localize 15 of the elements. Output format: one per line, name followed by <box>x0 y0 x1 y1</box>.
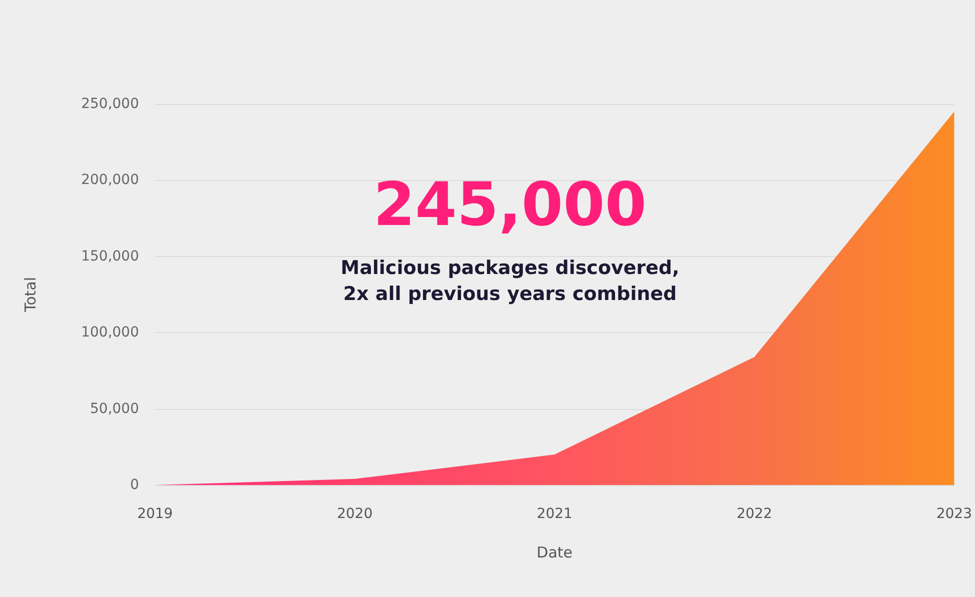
annotation: 245,000 <box>373 170 647 240</box>
x-axis-title: Date <box>536 544 573 562</box>
x-tick-label: 2019 <box>137 506 173 522</box>
y-tick-label: 250,000 <box>81 96 139 112</box>
y-tick-label: 0 <box>130 477 139 493</box>
y-tick-label: 150,000 <box>81 248 139 264</box>
annotation: Malicious packages discovered, 2x all previous years combined <box>340 257 680 305</box>
x-tick-label: 2023 <box>936 506 972 522</box>
y-axis-title: Total <box>22 276 40 314</box>
x-tick-label: 2020 <box>336 506 373 522</box>
y-tick-label: 200,000 <box>81 172 139 188</box>
x-tick-label: 2022 <box>736 506 772 522</box>
x-tick-label: 2021 <box>536 506 572 522</box>
y-tick-label: 50,000 <box>90 400 139 417</box>
y-tick-label: 100,000 <box>81 324 139 341</box>
